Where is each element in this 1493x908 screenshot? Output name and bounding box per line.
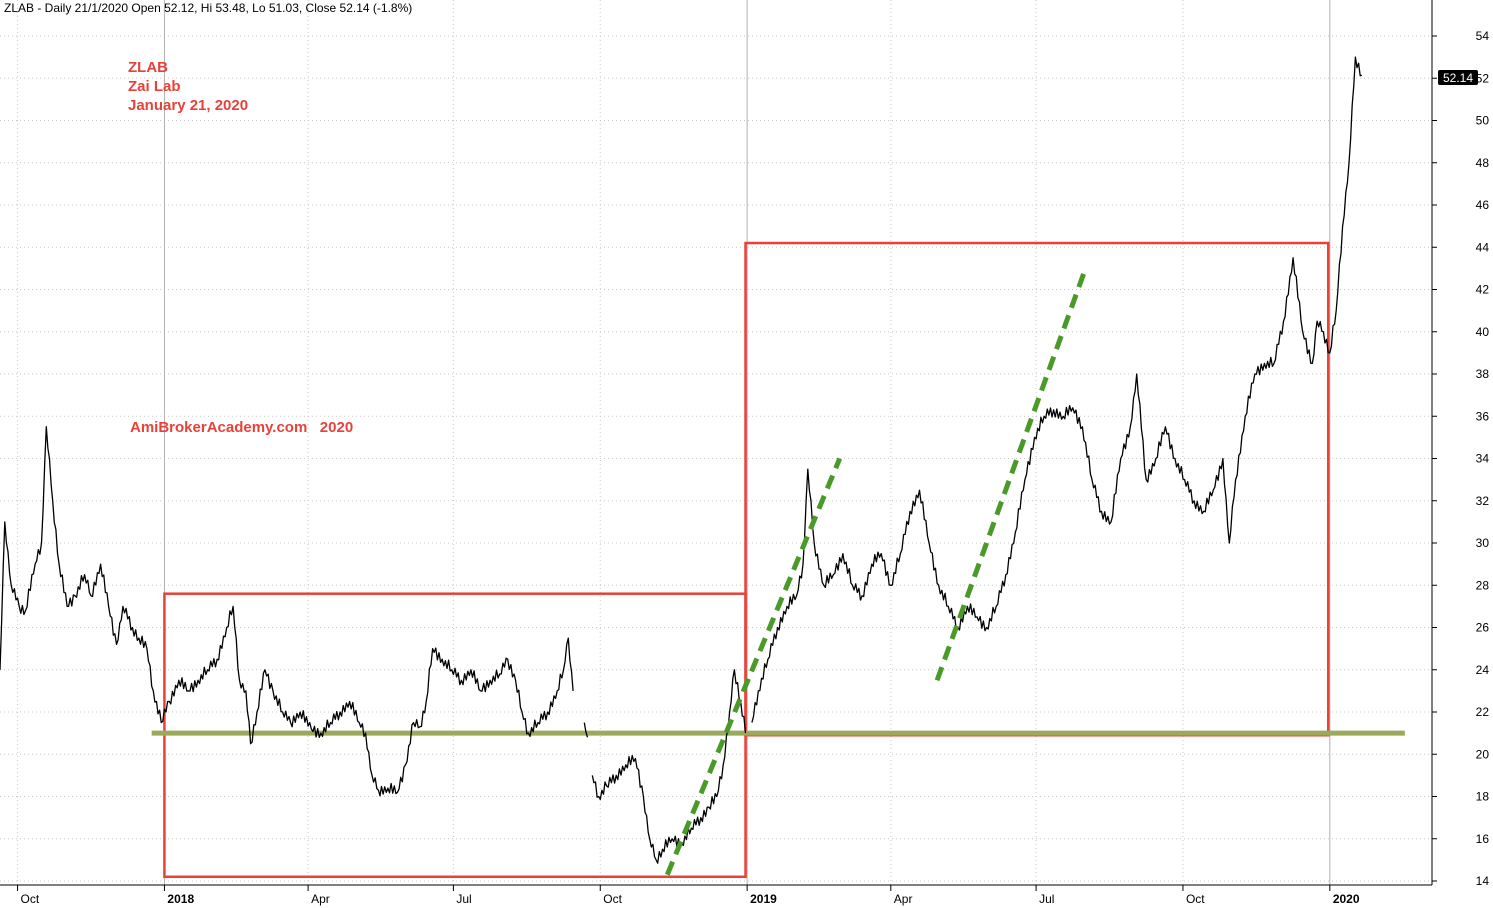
ticker-annotation: ZLAB [128, 59, 168, 76]
watermark-annotation: AmiBrokerAcademy.com 2020 [130, 419, 353, 436]
y-tick-label: 14 [1476, 874, 1490, 888]
x-tick-label: Oct [21, 892, 40, 906]
price-line [751, 56, 1362, 723]
x-tick-label: 2020 [1333, 892, 1360, 906]
y-tick-label: 28 [1476, 578, 1490, 592]
last-price-tag-background [1438, 70, 1478, 85]
y-tick-label: 54 [1476, 29, 1490, 43]
chart-header: ZLAB - Daily 21/1/2020 Open 52.12, Hi 53… [4, 1, 412, 15]
price-line [591, 669, 747, 864]
y-tick-label: 18 [1476, 790, 1490, 804]
y-tick-label: 36 [1476, 409, 1490, 423]
y-tick-label: 26 [1476, 621, 1490, 635]
x-tick-label: Oct [1186, 892, 1205, 906]
y-tick-label: 42 [1476, 283, 1490, 297]
y-tick-label: 40 [1476, 325, 1490, 339]
y-tick-label: 46 [1476, 198, 1490, 212]
y-tick-label: 34 [1476, 452, 1490, 466]
price-line [583, 722, 589, 738]
y-tick-label: 52 [1476, 71, 1490, 85]
y-tick-label: 38 [1476, 367, 1490, 381]
price-line [0, 426, 574, 797]
overlay-shapes [664, 267, 1088, 876]
last-price-label: 52.14 [1443, 71, 1473, 85]
trend-line [934, 267, 1088, 682]
y-tick-label: 48 [1476, 156, 1490, 170]
trend-line [664, 457, 843, 876]
y-tick-label: 20 [1476, 747, 1490, 761]
x-tick-label: Apr [311, 892, 330, 906]
company-annotation: Zai Lab [128, 78, 181, 95]
y-tick-label: 44 [1476, 240, 1490, 254]
annotation-shapes [151, 241, 1405, 879]
x-tick-label: 2018 [167, 892, 194, 906]
x-tick-label: Jul [1039, 892, 1054, 906]
y-tick-label: 16 [1476, 832, 1490, 846]
date-annotation: January 21, 2020 [128, 97, 248, 114]
x-tick-label: Oct [603, 892, 622, 906]
y-tick-label: 30 [1476, 536, 1490, 550]
x-tick-label: Jul [456, 892, 471, 906]
x-tick-label: 2019 [750, 892, 777, 906]
y-tick-label: 22 [1476, 705, 1490, 719]
grid [0, 0, 1432, 885]
y-tick-label: 32 [1476, 494, 1490, 508]
last-price-tag: 52.14 [1438, 70, 1478, 85]
y-tick-label: 24 [1476, 663, 1490, 677]
y-tick-label: 50 [1476, 114, 1490, 128]
x-tick-label: Apr [894, 892, 913, 906]
price-series [0, 56, 1362, 864]
